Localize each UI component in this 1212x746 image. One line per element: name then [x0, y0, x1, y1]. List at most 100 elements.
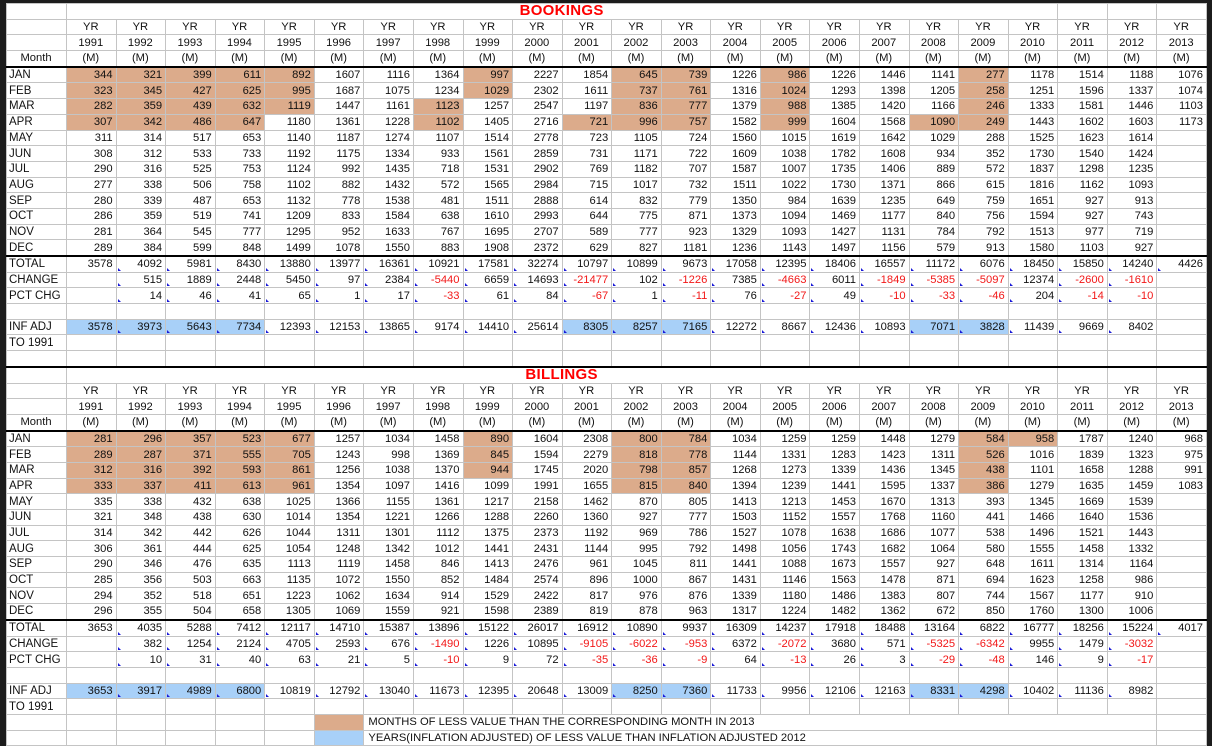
value-cell[interactable]: 1687	[313, 82, 365, 100]
month-label[interactable]: AUG	[6, 176, 67, 194]
value-cell[interactable]: 1563	[809, 571, 860, 589]
year-header[interactable]: 2006	[809, 398, 860, 415]
value-cell[interactable]: 1398	[859, 82, 910, 100]
value-cell[interactable]: 997	[462, 66, 514, 84]
year-header[interactable]: 1996	[313, 34, 365, 52]
empty-cell[interactable]	[710, 350, 761, 368]
value-cell[interactable]: 1266	[412, 509, 464, 526]
value-cell[interactable]: 611	[214, 66, 266, 84]
empty-cell[interactable]	[809, 698, 860, 715]
total-cell[interactable]: 14240	[1106, 255, 1158, 273]
value-cell[interactable]: 1283	[809, 446, 860, 463]
yr-header[interactable]: YR	[115, 18, 167, 36]
value-cell[interactable]: 286	[66, 207, 117, 225]
year-header[interactable]: 2004	[710, 34, 761, 52]
value-cell[interactable]: 1113	[264, 556, 315, 573]
value-cell[interactable]: 1017	[611, 176, 662, 194]
value-cell[interactable]: 280	[66, 192, 117, 209]
yr-header[interactable]: YR	[759, 18, 811, 36]
yr-header[interactable]: YR	[809, 382, 860, 400]
value-cell[interactable]: 927	[1106, 239, 1158, 258]
change-cell[interactable]: 3680	[809, 635, 860, 653]
value-cell[interactable]: 1156	[859, 239, 910, 258]
value-cell[interactable]: 732	[660, 176, 712, 194]
unit-header[interactable]: (M)	[363, 413, 414, 432]
total-cell[interactable]: 4035	[115, 619, 167, 637]
inflation-adjusted-cell[interactable]: 20648	[512, 682, 563, 700]
value-cell[interactable]: 572	[412, 176, 464, 194]
year-header[interactable]: 2003	[660, 34, 712, 52]
unit-header[interactable]: (M)	[908, 413, 960, 432]
empty-cell[interactable]	[561, 666, 613, 684]
yr-header[interactable]: YR	[512, 18, 563, 36]
month-label[interactable]: JAN	[6, 66, 67, 84]
year-header[interactable]: 2001	[561, 34, 613, 52]
value-cell[interactable]: 1274	[363, 129, 414, 147]
value-cell[interactable]: 1166	[908, 98, 960, 115]
empty-cell[interactable]	[66, 666, 117, 684]
yr-header[interactable]: YR	[908, 18, 960, 36]
change-cell[interactable]: -5385	[908, 271, 960, 289]
value-cell[interactable]: 778	[313, 192, 365, 209]
value-cell[interactable]: 1132	[264, 192, 315, 209]
value-cell[interactable]: 1375	[462, 524, 514, 542]
yr-header[interactable]: YR	[313, 18, 365, 36]
month-label[interactable]: NOV	[6, 223, 67, 241]
value-cell[interactable]: 1607	[313, 66, 365, 84]
value-cell[interactable]: 1224	[759, 603, 811, 621]
total-cell[interactable]: 10899	[611, 255, 662, 273]
inflation-adjusted-cell[interactable]	[1156, 318, 1207, 336]
unit-header[interactable]: (M)	[958, 50, 1009, 68]
value-cell[interactable]: 399	[165, 66, 216, 84]
inflation-adjusted-cell[interactable]: 3828	[958, 318, 1009, 336]
value-cell[interactable]: 1567	[1007, 587, 1059, 605]
value-cell[interactable]: 352	[115, 587, 167, 605]
empty-cell[interactable]	[6, 666, 67, 684]
value-cell[interactable]: 1673	[809, 556, 860, 573]
value-cell[interactable]: 1259	[809, 430, 860, 448]
total-cell[interactable]: 11172	[908, 255, 960, 273]
change-cell[interactable]: 9955	[1007, 635, 1059, 653]
unit-header[interactable]: (M)	[660, 50, 712, 68]
value-cell[interactable]: 890	[462, 430, 514, 448]
empty-cell[interactable]	[462, 698, 514, 715]
value-cell[interactable]: 344	[66, 66, 117, 84]
value-cell[interactable]: 1209	[264, 207, 315, 225]
value-cell[interactable]: 1243	[313, 446, 365, 463]
value-cell[interactable]: 1332	[1106, 540, 1158, 558]
value-cell[interactable]	[1156, 587, 1207, 605]
value-cell[interactable]: 1317	[710, 603, 761, 621]
value-cell[interactable]: 2993	[512, 207, 563, 225]
year-header[interactable]: 2004	[710, 398, 761, 415]
value-cell[interactable]: 1152	[759, 509, 811, 526]
value-cell[interactable]: 1745	[512, 461, 563, 479]
value-cell[interactable]: 719	[1106, 223, 1158, 241]
value-cell[interactable]: 2707	[512, 223, 563, 241]
month-label[interactable]: MAR	[6, 98, 67, 115]
value-cell[interactable]: 753	[214, 160, 266, 178]
value-cell[interactable]: 1580	[1007, 239, 1059, 258]
total-cell[interactable]: 18256	[1057, 619, 1108, 637]
value-cell[interactable]: 648	[958, 556, 1009, 573]
empty-cell[interactable]	[6, 366, 67, 384]
unit-header[interactable]: (M)	[759, 50, 811, 68]
month-label[interactable]: APR	[6, 113, 67, 131]
inflation-adjusted-cell[interactable]: 7071	[908, 318, 960, 336]
value-cell[interactable]: 1991	[512, 477, 563, 495]
value-cell[interactable]: 1099	[462, 477, 514, 495]
value-cell[interactable]: 1441	[809, 477, 860, 495]
yr-header[interactable]: YR	[214, 382, 266, 400]
value-cell[interactable]: 638	[412, 207, 464, 225]
yr-header[interactable]: YR	[611, 18, 662, 36]
total-cell[interactable]: 6822	[958, 619, 1009, 637]
pct-change-cell[interactable]: 84	[512, 287, 563, 305]
value-cell[interactable]: 356	[115, 571, 167, 589]
value-cell[interactable]: 733	[214, 145, 266, 162]
yr-header[interactable]: YR	[214, 18, 266, 36]
value-cell[interactable]: 599	[165, 239, 216, 258]
value-cell[interactable]: 1394	[710, 477, 761, 495]
value-cell[interactable]: 758	[214, 176, 266, 194]
value-cell[interactable]: 1074	[1156, 82, 1207, 100]
pct-change-cell[interactable]: -36	[611, 651, 662, 668]
empty-cell[interactable]	[165, 729, 216, 746]
